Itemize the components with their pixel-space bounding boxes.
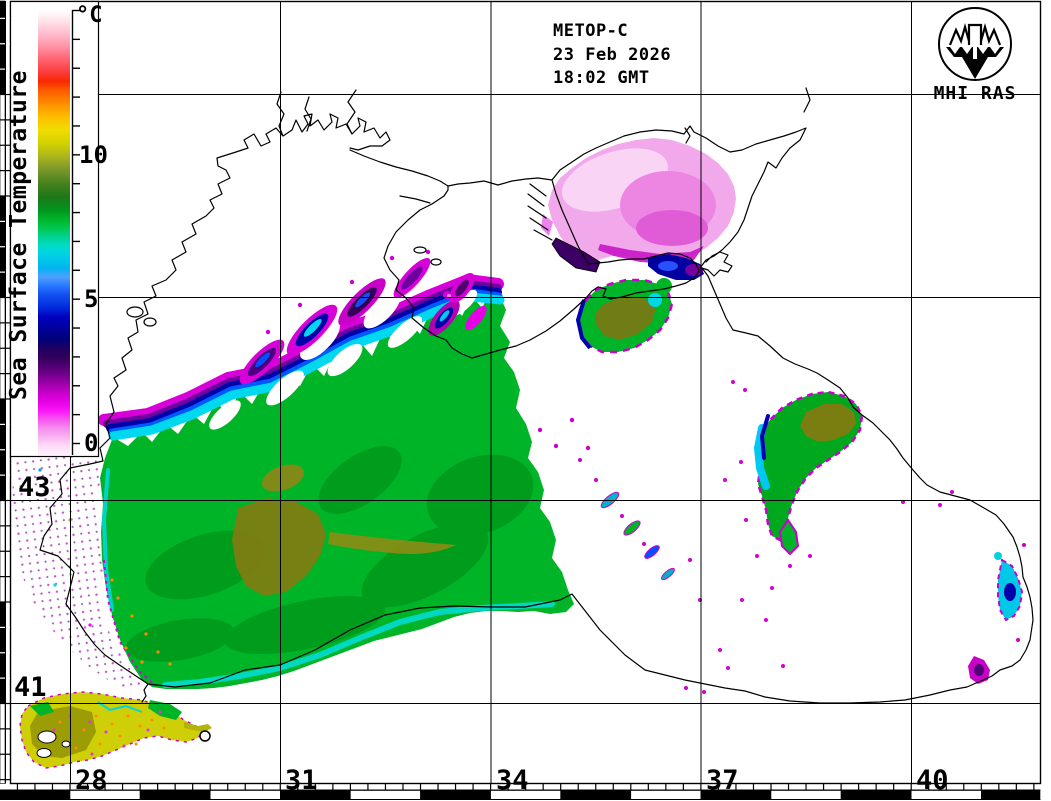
colorbar-tick-label-0: 0 [84,429,98,457]
bottom-degree-ruler [0,784,1041,800]
lon-label-28: 28 [75,765,108,796]
east-specks [718,380,905,670]
east-eddy-blob [718,380,905,670]
iznik-lake-circle [199,730,211,742]
acquisition-date: 23 Feb 2026 [553,45,671,65]
mid-scattered-streaks [578,458,706,694]
bottom-ruler-block [420,790,491,800]
colorbar-tick-label-10: 10 [79,141,108,169]
bottom-ruler-block [980,790,1041,800]
lon-label-40: 40 [916,765,949,796]
sst-data-layer [12,138,1026,769]
bottom-ruler-block [840,790,912,800]
olive-patch-west [232,498,326,596]
bottom-ruler-block [560,790,632,800]
coast-caucasus-anatolia [147,329,1034,704]
marmara-blob [19,691,212,769]
coast-azov [551,125,807,269]
colorbar-gradient [38,10,70,455]
olive-streak-mid [328,532,456,554]
lon-label-37: 37 [706,765,739,796]
small-lakes [126,246,442,327]
logo-caption: MHI RAS [934,83,1017,104]
coast-west-northwest [39,113,391,605]
bottom-ruler-block [0,790,71,800]
colorbar-legend: °C 10 5 0 Sea Surface Temperature [6,0,108,458]
rivers [276,87,811,144]
left-ruler-block [0,703,6,784]
left-degree-ruler [0,0,10,784]
colorbar-title: Sea Surface Temperature [6,70,32,400]
grid-lines [10,1,1041,784]
logo-circle [938,7,1012,81]
bottom-ruler-block [209,790,281,800]
sivash-slits [527,183,553,241]
coordinate-labels: 28 31 34 37 40 43 41 [14,472,949,796]
bottom-ruler-block [350,790,421,800]
acquisition-time: 18:02 GMT [553,68,650,88]
logo-wave-shape [946,47,1004,79]
bottom-ruler-block [139,790,211,800]
se-crimea-blob [575,278,674,354]
marmara-orange-dots [58,714,166,750]
lat-label-41: 41 [14,672,47,703]
acquisition-info-block: METOP-C 23 Feb 2026 18:02 GMT [553,21,671,88]
coast-taman [701,251,734,331]
colorbar-tick-label-5: 5 [84,285,98,313]
colorbar-ticks [72,9,80,445]
cold-fingers [239,249,591,451]
sw-orange-speckles [110,578,172,666]
coast-tendra-spit [349,149,449,187]
coast-north-shore [447,177,553,187]
logo-waveform-icon [948,22,1002,46]
lon-label-31: 31 [285,765,318,796]
satellite-name: METOP-C [553,21,628,41]
cloud-gaps [209,289,478,430]
lon-label-34: 34 [496,765,529,796]
coast-dzharylhach [399,195,431,204]
coast-arabat-spit [551,179,589,265]
bottom-ruler-block [630,790,702,800]
azov-pink-blob [541,138,736,280]
mhi-ras-logo: MHI RAS [934,7,1017,104]
coast-bosphorus [65,603,149,703]
bottom-ruler-block [770,790,842,800]
colorbar-unit: °C [76,3,103,28]
left-ruler-block [0,0,6,95]
swath-dither-region [12,446,146,688]
west-coast-cyan-fringe [101,468,114,612]
coastline-layer [39,87,1034,704]
right-coast-patches [938,490,1026,684]
sw-magenta-rim [103,559,157,687]
coast-crimea [383,195,700,359]
coast-karkinit-inner [443,185,449,197]
lat-label-43: 43 [18,472,51,503]
logo-wave-notches [950,47,1000,59]
